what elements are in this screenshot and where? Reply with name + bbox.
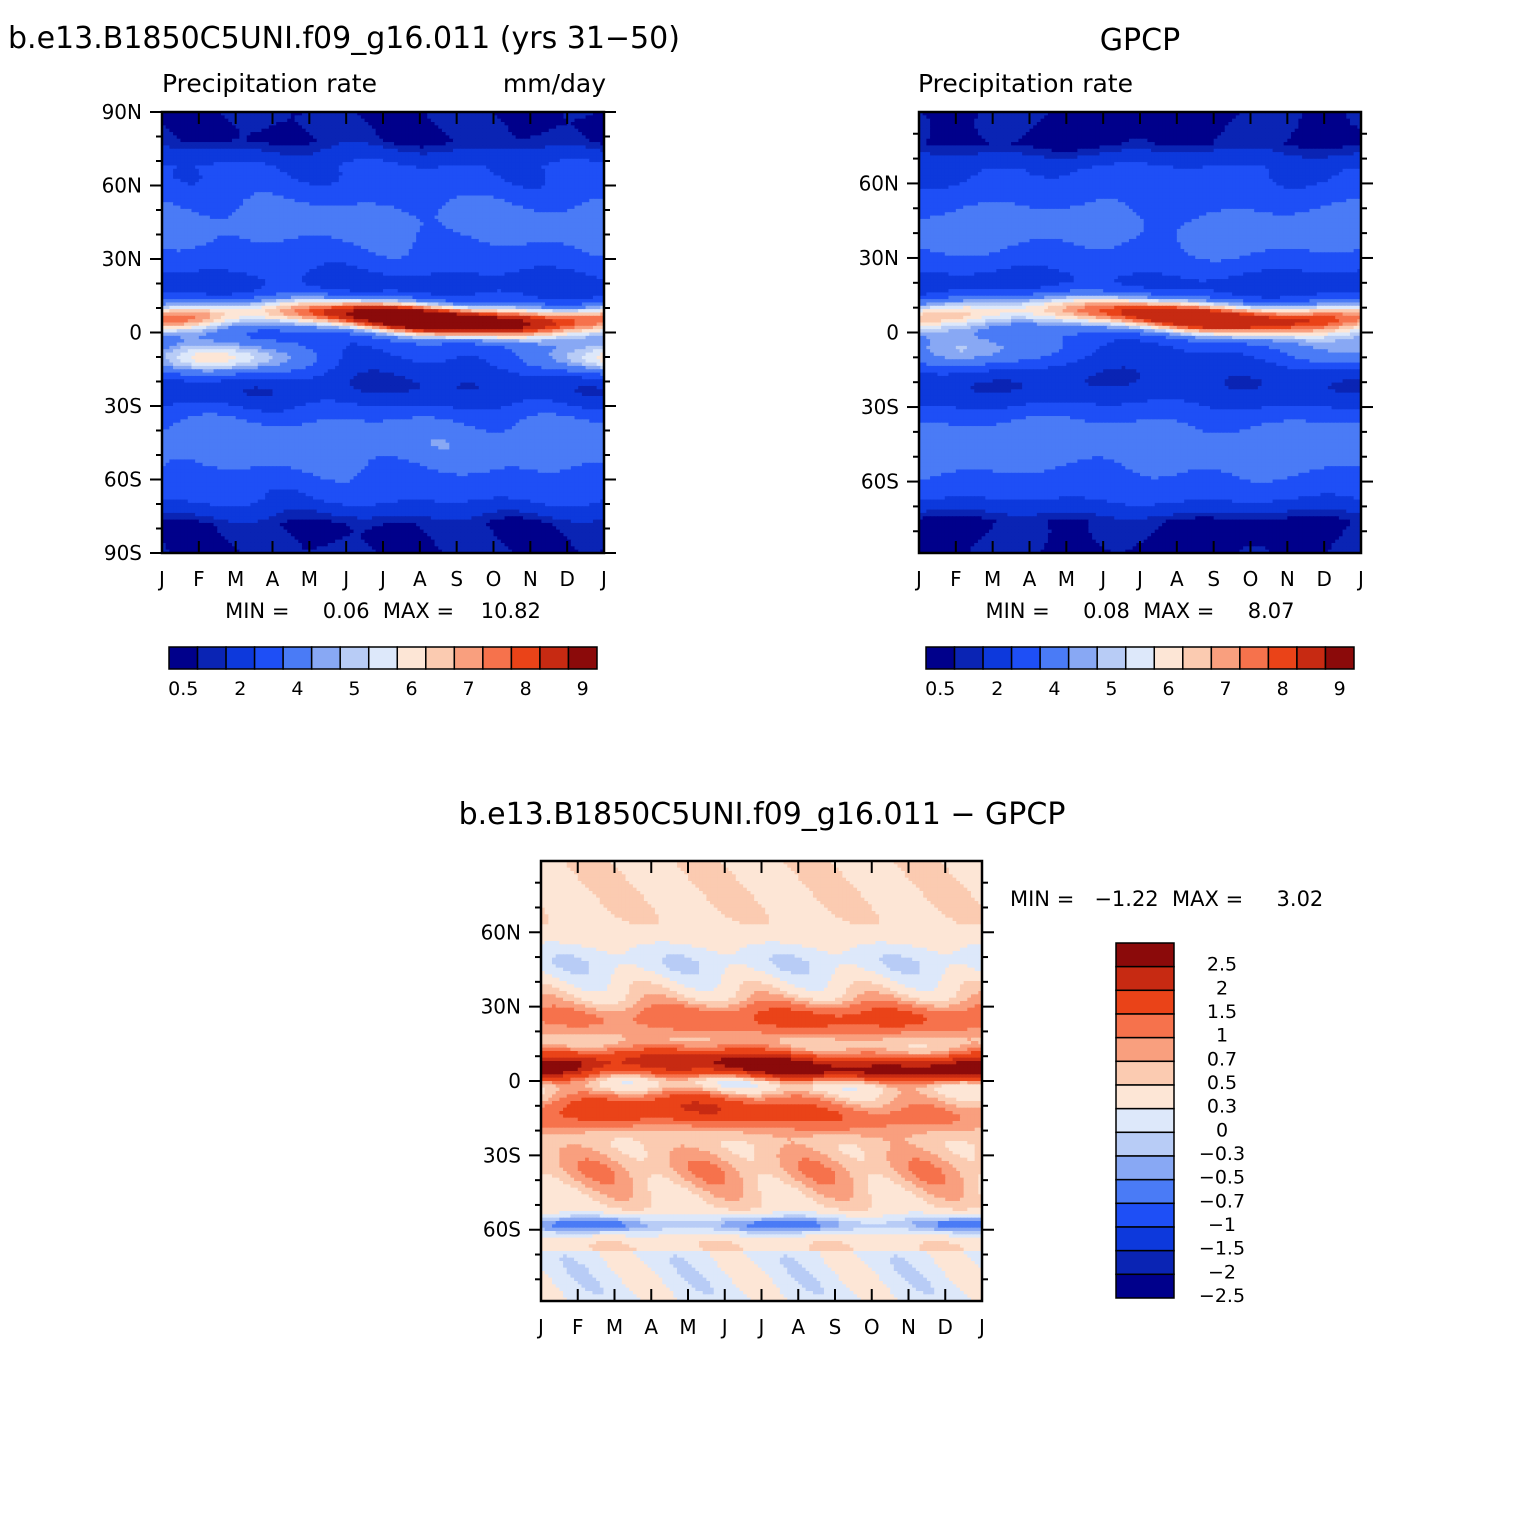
model-plot-area <box>150 112 616 554</box>
model-units-label: mm/day <box>503 69 606 98</box>
model-title: b.e13.B1850C5UNI.f09_g16.011 (yrs 31−50) <box>8 21 680 56</box>
model-panel: b.e13.B1850C5UNI.f09_g16.011 (yrs 31−50)… <box>8 21 680 700</box>
model-left-label: Precipitation rate <box>162 69 377 98</box>
